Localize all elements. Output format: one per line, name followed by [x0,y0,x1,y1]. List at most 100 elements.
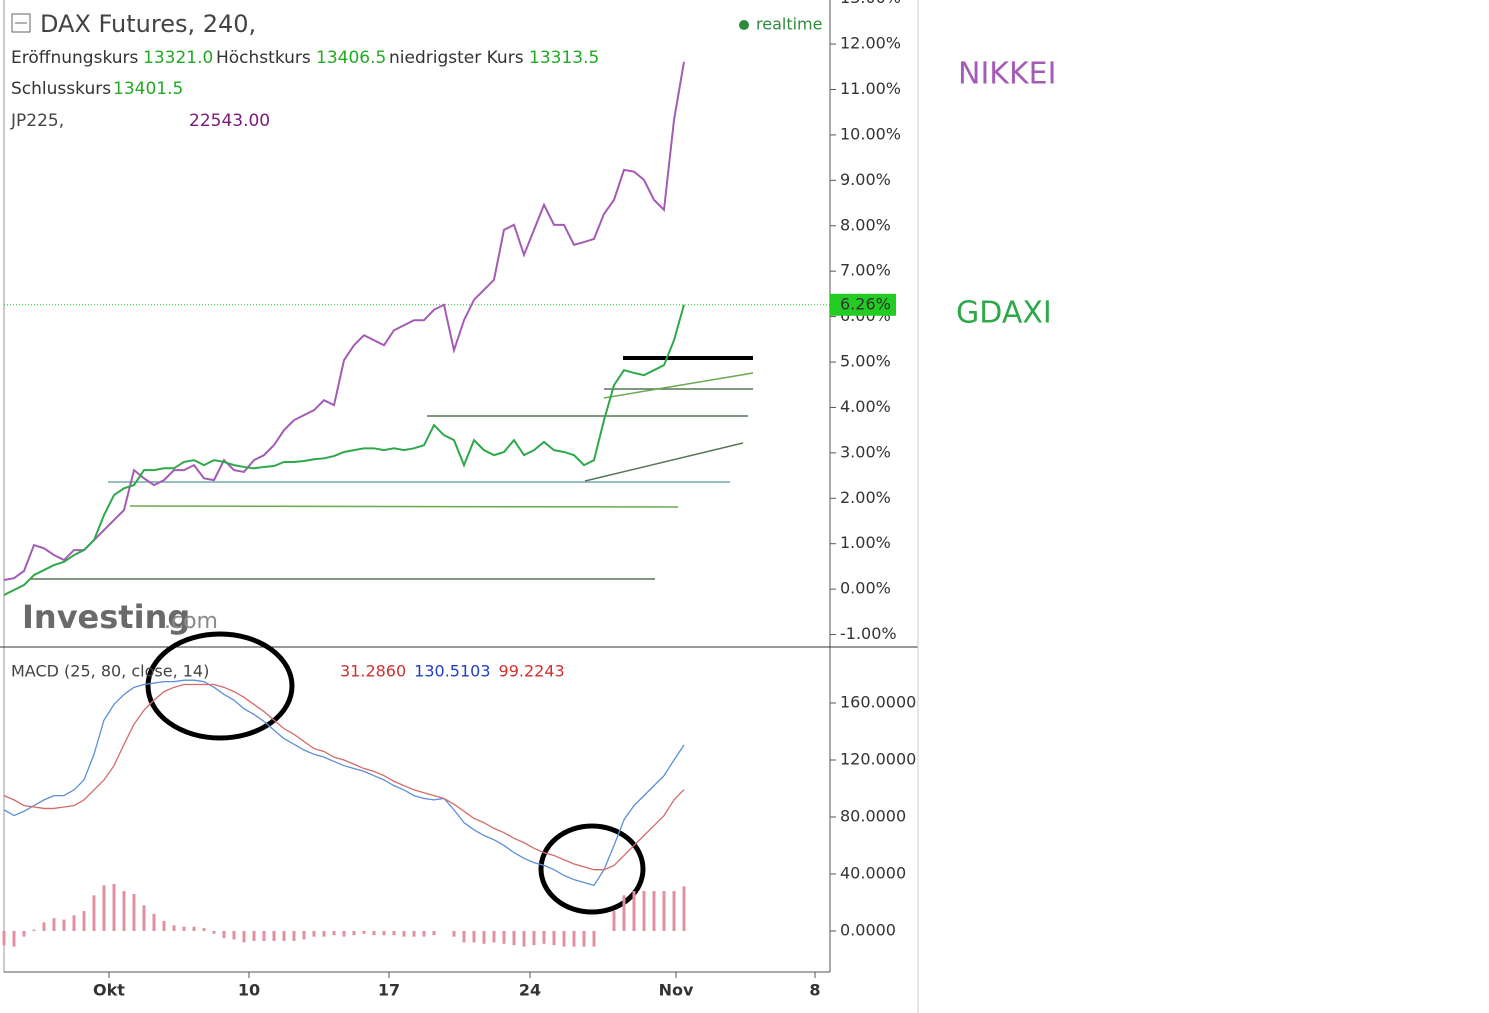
ohlc-value: 13401.5 [113,79,183,99]
histogram-bar [502,930,506,944]
histogram-bar [302,930,306,940]
histogram-bar [292,930,296,941]
x-tick-label: Nov [659,981,694,1000]
y-tick-label: 160.0000 [840,692,916,711]
histogram-bar [12,930,16,947]
series-line [3,304,685,596]
histogram-bar [452,930,456,937]
histogram-bar [332,930,336,936]
histogram-bar [322,930,326,937]
indicator-value: 99.2243 [499,662,565,681]
histogram-bar [612,911,616,931]
histogram-bar [652,891,656,931]
histogram-bar [42,922,46,931]
y-tick-label: 10.00% [840,124,901,143]
y-tick-label: -1.00% [840,624,897,643]
histogram-bar [562,930,566,947]
histogram-bar [2,930,6,946]
histogram-bar [122,891,126,931]
histogram-bar [352,930,356,936]
histogram-bar [412,930,416,937]
y-tick-label: 80.0000 [840,806,906,825]
histogram-bar [262,930,266,941]
x-tick-label: 10 [238,981,260,1000]
y-tick-label: 40.0000 [840,863,906,882]
histogram-bar [172,925,176,931]
histogram-bar [492,930,496,943]
trend-lines [30,356,754,580]
watermark: .com [164,609,218,634]
y-tick-label: 12.00% [840,34,901,53]
legend-label: NIKKEI [958,57,1056,92]
y-tick-label: 5.00% [840,352,891,371]
ohlc-label: Schlusskurs [11,79,111,99]
histogram-bar [422,930,426,937]
indicator-title: MACD (25, 80, close, 14) [11,662,209,681]
histogram-bar [142,905,146,931]
y-tick-label: 9.00% [840,170,891,189]
chart-title: DAX Futures, 240, [40,10,256,38]
series-line [3,61,685,582]
histogram-bar [232,930,236,940]
y-tick-label: 0.00% [840,579,891,598]
compare-symbol: JP225, [10,111,64,131]
ohlc-legend: Eröffnungskurs 13321.0 Höchstkurs 13406.… [10,48,599,131]
histogram-bar [162,920,166,931]
histogram-bar [472,930,476,943]
legend-label: GDAXI [956,296,1052,331]
last-value-label: 6.26% [840,294,891,313]
histogram-bar [372,930,376,936]
series-line [3,683,685,871]
y-tick-label: 7.00% [840,261,891,280]
histogram-bar [582,930,586,947]
status: realtime [756,15,822,34]
histogram-bar [552,930,556,946]
histogram-bar [522,930,526,947]
y-tick-label: 1.00% [840,533,891,552]
histogram-bar [282,930,286,941]
y-tick-label: 8.00% [840,215,891,234]
y-tick-label: 2.00% [840,488,891,507]
histogram-bar [82,911,86,931]
histogram-bar [242,930,246,943]
y-tick-label: 13.00% [840,0,901,7]
histogram-bar [32,929,36,931]
ohlc-value: 13321.0 [143,48,213,68]
histogram-bar [362,930,366,934]
histogram-bar [312,930,316,937]
status-dot [739,20,749,30]
x-tick-label: 8 [809,981,820,1000]
histogram-bar [112,883,116,931]
histogram-bar [342,930,346,937]
histogram-bar [22,930,26,937]
histogram-bar [202,928,206,931]
compare-value: 22543.00 [189,111,270,131]
histogram-bar [622,895,626,931]
histogram-bar [682,886,686,931]
histogram-bar [432,930,436,936]
histogram-bar [272,930,276,941]
highlight-circle [145,631,295,741]
histogram-bar [662,891,666,931]
x-tick-label: 17 [378,981,400,1000]
histogram-bar [382,930,386,936]
histogram-bar [252,930,256,941]
y-tick-label: 120.0000 [840,749,916,768]
y-tick-label: 3.00% [840,442,891,461]
ohlc-value: 13406.5 [316,48,386,68]
indicator-value: 130.5103 [414,662,490,681]
y-tick-label: 11.00% [840,79,901,98]
watermark: Investing [22,598,190,636]
histogram-bar [212,930,216,934]
histogram-bar [182,926,186,931]
histogram-bar [62,919,66,931]
histogram-bar [402,930,406,937]
highlight-circle [538,823,646,915]
collapse-icon[interactable] [11,13,31,33]
ohlc-label: Eröffnungskurs [11,48,139,68]
histogram-bar [222,930,226,939]
histogram-bar [52,918,56,931]
last-value-box [830,293,896,316]
